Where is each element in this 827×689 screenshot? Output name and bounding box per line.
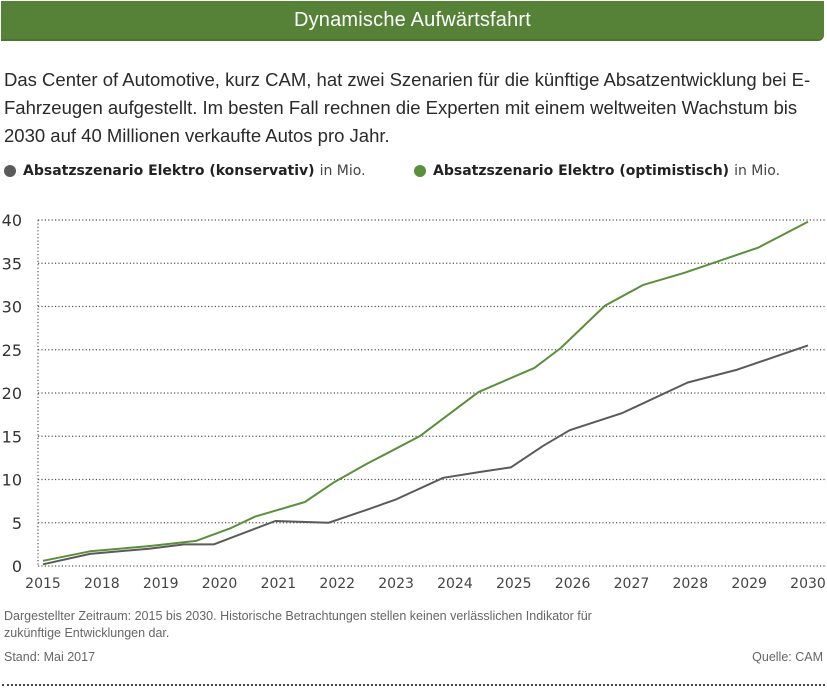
intro-paragraph: Das Center of Automotive, kurz CAM, hat … [4, 69, 811, 146]
x-tick-label: 2018 [84, 576, 120, 592]
x-tick-label: 2015 [25, 576, 61, 592]
footnote: Dargestellter Zeitraum: 2015 bis 2030. H… [4, 608, 624, 642]
x-tick-label: 2024 [437, 576, 473, 592]
intro-text-block: Das Center of Automotive, kurz CAM, hat … [4, 66, 819, 150]
x-tick-label: 2026 [555, 576, 591, 592]
x-tick-label: 2023 [378, 576, 414, 592]
y-tick-label: 10 [2, 471, 22, 490]
y-tick-label: 15 [2, 427, 22, 446]
x-tick-label: 2025 [496, 576, 532, 592]
bottom-divider [2, 684, 825, 686]
x-tick-label: 2028 [672, 576, 708, 592]
y-tick-label: 40 [2, 211, 22, 230]
y-tick-label: 20 [2, 384, 22, 403]
legend: Absatzszenario Elektro (konservativ) in … [4, 163, 824, 187]
x-tick-label: 2022 [319, 576, 355, 592]
footnote-text: Dargestellter Zeitraum: 2015 bis 2030. H… [4, 609, 592, 640]
legend-unit: in Mio. [734, 163, 781, 179]
y-tick-label: 25 [2, 341, 22, 360]
stand-date: Stand: Mai 2017 [4, 650, 96, 664]
gridlines [37, 219, 826, 567]
chart-title: Dynamische Aufwärtsfahrt [293, 8, 532, 31]
legend-item-optimistisch: Absatzszenario Elektro (optimistisch) in… [414, 163, 780, 179]
y-tick-label: 35 [2, 254, 22, 273]
x-tick-label: 2029 [731, 576, 767, 592]
series-lines [42, 220, 809, 566]
source-label: Quelle: CAM [752, 650, 823, 664]
x-tick-label: 2030 [790, 576, 826, 592]
legend-label: Absatzszenario Elektro (konservativ) [23, 163, 315, 179]
y-tick-label: 5 [12, 514, 22, 533]
series-line-konservativ [42, 344, 809, 566]
legend-dot-icon [414, 165, 426, 177]
legend-unit: in Mio. [319, 163, 366, 179]
y-axis-ticks: 0 5 10 15 20 25 30 35 40 [2, 211, 22, 576]
legend-item-konservativ: Absatzszenario Elektro (konservativ) in … [4, 163, 366, 179]
x-axis-ticks: 2015 2018 2019 2020 2021 2022 2023 2024 2025 2026… [25, 576, 826, 592]
x-tick-label: 2021 [261, 576, 297, 592]
series-line-optimistisch [42, 220, 809, 562]
title-bar: Dynamische Aufwärtsfahrt [1, 1, 824, 41]
legend-label: Absatzszenario Elektro (optimistisch) [433, 163, 730, 179]
x-tick-label: 2027 [614, 576, 650, 592]
x-tick-label: 2020 [202, 576, 238, 592]
legend-dot-icon [4, 165, 16, 177]
x-tick-label: 2019 [143, 576, 179, 592]
y-tick-label: 30 [2, 298, 22, 317]
y-tick-label: 0 [12, 557, 22, 576]
